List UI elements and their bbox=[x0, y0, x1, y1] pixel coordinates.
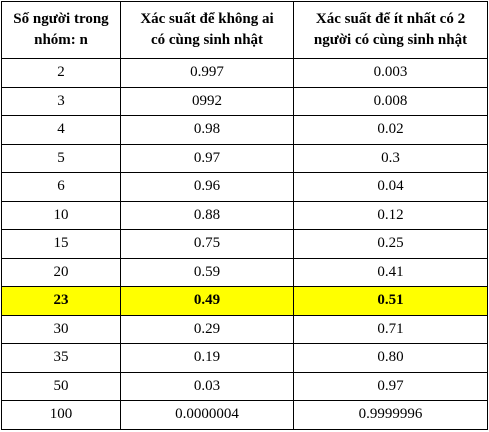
table-row: 6 0.96 0.04 bbox=[1, 172, 488, 202]
header-line: có cùng sinh nhật bbox=[150, 32, 264, 48]
table-cell: 0.997 bbox=[120, 58, 294, 88]
table-cell: 0992 bbox=[120, 86, 294, 116]
table-row: 5 0.97 0.3 bbox=[1, 143, 488, 173]
header-cell: Xác suất để ít nhất có 2 người có cùng si… bbox=[293, 1, 488, 59]
table-row: 4 0.98 0.02 bbox=[1, 115, 488, 145]
table-cell: 0.9999996 bbox=[293, 400, 488, 430]
table-row: 20 0.59 0.41 bbox=[1, 257, 488, 287]
header-row: Số người trong nhóm: n Xác suất để không a… bbox=[1, 1, 488, 59]
table-row: 30 0.29 0.71 bbox=[1, 314, 488, 344]
header-line: người có cùng sinh nhật bbox=[313, 32, 468, 48]
table-cell: 0.59 bbox=[120, 257, 294, 287]
table-cell: 4 bbox=[1, 115, 121, 145]
header-line: Xác suất để không ai bbox=[140, 11, 274, 27]
table-cell: 0.12 bbox=[293, 200, 488, 230]
table-cell: 2 bbox=[1, 58, 121, 88]
table-cell: 0.41 bbox=[293, 257, 488, 287]
table-row: 10 0.88 0.12 bbox=[1, 200, 488, 230]
table-cell: 0.04 bbox=[293, 172, 488, 202]
table-cell: 20 bbox=[1, 257, 121, 287]
table-cell: 5 bbox=[1, 143, 121, 173]
table-cell: 0.29 bbox=[120, 314, 294, 344]
table-body: 2 0.997 0.003 3 0992 0.008 4 0.98 0.02 5 0.97 0.3 6 0… bbox=[1, 58, 488, 430]
table-cell: 0.71 bbox=[293, 314, 488, 344]
table-row: 2 0.997 0.003 bbox=[1, 58, 488, 88]
table-cell: 100 bbox=[1, 400, 121, 430]
table-cell: 0.19 bbox=[120, 343, 294, 373]
table-cell: 0.98 bbox=[120, 115, 294, 145]
table-cell: 0.97 bbox=[120, 143, 294, 173]
header-cell: Số người trong nhóm: n bbox=[1, 1, 121, 59]
table-cell: 0.75 bbox=[120, 229, 294, 259]
table-cell: 0.0000004 bbox=[120, 400, 294, 430]
header-line: nhóm: n bbox=[34, 32, 88, 48]
table-cell: 0.80 bbox=[293, 343, 488, 373]
table-header: Số người trong nhóm: n Xác suất để không a… bbox=[1, 1, 488, 59]
table-cell: 0.97 bbox=[293, 371, 488, 401]
table-cell: 6 bbox=[1, 172, 121, 202]
table-cell: 15 bbox=[1, 229, 121, 259]
table-cell: 0.25 bbox=[293, 229, 488, 259]
header-line: Số người trong bbox=[13, 11, 109, 27]
table-row: 100 0.0000004 0.9999996 bbox=[1, 400, 488, 430]
table-cell: 0.003 bbox=[293, 58, 488, 88]
table-cell: 0.02 bbox=[293, 115, 488, 145]
table-cell: 0.3 bbox=[293, 143, 488, 173]
table-row: 23 0.49 0.51 bbox=[1, 286, 488, 316]
table-cell: 0.03 bbox=[120, 371, 294, 401]
table-cell: 35 bbox=[1, 343, 121, 373]
table-cell: 10 bbox=[1, 200, 121, 230]
table-row: 3 0992 0.008 bbox=[1, 86, 488, 116]
table-cell: 0.88 bbox=[120, 200, 294, 230]
header-line: Xác suất để ít nhất có 2 bbox=[315, 11, 466, 27]
table-row: 15 0.75 0.25 bbox=[1, 229, 488, 259]
table-cell: 3 bbox=[1, 86, 121, 116]
table-cell: 0.49 bbox=[120, 286, 294, 316]
table-cell: 0.96 bbox=[120, 172, 294, 202]
table-cell: 30 bbox=[1, 314, 121, 344]
header-cell: Xác suất để không ai có cùng sinh nhật bbox=[120, 1, 294, 59]
table-cell: 0.008 bbox=[293, 86, 488, 116]
table-cell: 0.51 bbox=[293, 286, 488, 316]
table-cell: 23 bbox=[1, 286, 121, 316]
table-row: 35 0.19 0.80 bbox=[1, 343, 488, 373]
table-cell: 50 bbox=[1, 371, 121, 401]
table-row: 50 0.03 0.97 bbox=[1, 371, 488, 401]
